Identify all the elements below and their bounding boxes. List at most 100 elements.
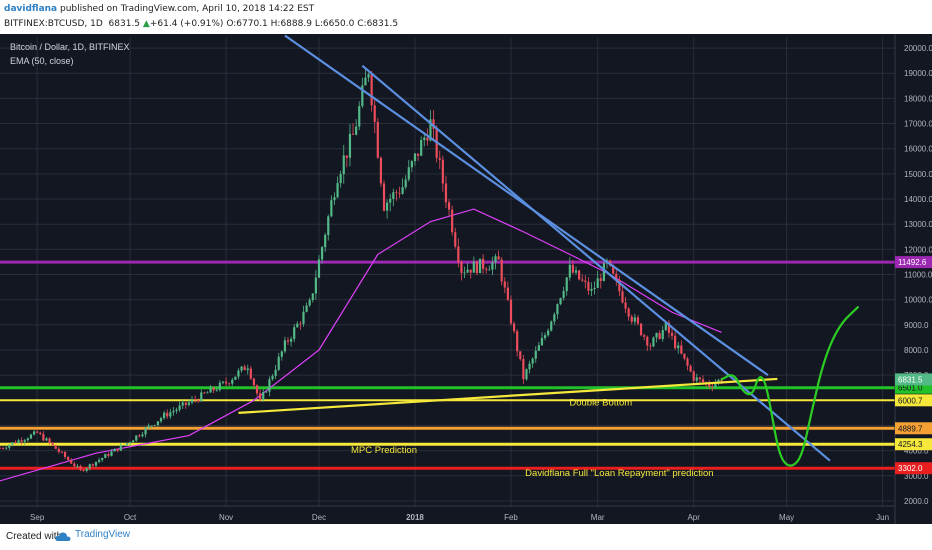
candle-body	[324, 235, 327, 248]
candle-body	[550, 321, 553, 331]
candle-body	[1, 448, 5, 449]
level-label: 6000.7	[898, 396, 923, 405]
candle-body	[14, 442, 17, 444]
candle-body	[451, 209, 454, 233]
forecast-path[interactable]	[720, 306, 859, 467]
cloud-icon	[55, 532, 71, 541]
candle-body	[113, 448, 116, 452]
candle-body	[141, 434, 144, 437]
level-label-bg	[895, 462, 932, 475]
y-tick-label: 8000.0	[904, 346, 929, 355]
candle-body	[215, 389, 218, 391]
candle-body	[612, 265, 615, 274]
candle-body	[714, 383, 717, 388]
candle-body	[20, 440, 23, 442]
candle-body	[367, 74, 370, 78]
chart-area[interactable]: Double Bottom MPC Prediction Davidflana Fu…	[0, 34, 932, 524]
candle-body	[212, 387, 215, 391]
price-chart[interactable]: Double Bottom MPC Prediction Davidflana Fu…	[0, 34, 932, 524]
candle-body	[70, 459, 73, 464]
candle-body	[528, 363, 531, 370]
candle-body	[122, 444, 125, 446]
y-tick-label: 9000.0	[904, 321, 929, 330]
y-tick-label: 15000.0	[904, 170, 932, 179]
candle-body	[166, 412, 169, 417]
candle-body	[683, 353, 686, 359]
candle-body	[454, 232, 457, 247]
y-tick-label: 3000.0	[904, 472, 929, 481]
candle-body	[259, 393, 262, 401]
candle-body	[460, 262, 463, 273]
candle-body	[277, 356, 280, 370]
candle-body	[305, 305, 308, 312]
candle-body	[39, 432, 42, 435]
candle-body	[413, 153, 417, 162]
up-arrow-icon: ▲	[142, 19, 150, 29]
candle-body	[104, 454, 107, 458]
candles	[0, 68, 723, 473]
candle-body	[209, 387, 212, 393]
candle-body	[692, 371, 695, 381]
candle-body	[664, 322, 667, 331]
candle-body	[376, 121, 379, 158]
candle-body	[299, 323, 302, 325]
x-tick-label: Jun	[876, 513, 889, 522]
candle-body	[639, 323, 643, 336]
candle-body	[190, 399, 194, 403]
ohlc-high: H:6888.9	[270, 19, 312, 29]
candle-body	[234, 376, 237, 380]
y-tick-label: 10000.0	[904, 296, 932, 305]
annotation-label: MPC Prediction	[351, 445, 417, 456]
candle-body	[203, 392, 206, 394]
header: davidflana published on TradingView.com,…	[0, 0, 932, 34]
candle-body	[76, 466, 79, 467]
indicator-label: EMA (50, close)	[10, 56, 74, 66]
x-tick-label: Dec	[312, 513, 326, 522]
candle-body	[132, 440, 135, 443]
candle-body	[184, 402, 187, 405]
candle-body	[355, 126, 358, 135]
symbol-name: BITFINEX:BTCUSD, 1D	[4, 19, 103, 29]
ohlc-open: O:6770.1	[226, 19, 268, 29]
candle-body	[110, 451, 113, 456]
candle-body	[243, 366, 246, 371]
publish-info: published on TradingView.com, April 10, …	[60, 4, 315, 14]
y-tick-label: 14000.0	[904, 195, 932, 204]
candle-body	[119, 445, 122, 451]
candle-body	[701, 379, 705, 383]
candle-body	[574, 270, 578, 273]
candle-body	[680, 345, 683, 354]
candle-body	[553, 314, 556, 322]
candle-body	[181, 402, 184, 406]
tradingview-link[interactable]: TradingView	[75, 529, 131, 540]
candle-body	[395, 192, 398, 194]
candle-body	[5, 447, 8, 449]
candle-body	[336, 183, 339, 198]
candle-body	[531, 358, 534, 364]
candle-body	[348, 133, 352, 158]
candle-body	[540, 338, 544, 346]
candle-body	[686, 358, 689, 366]
annotation-label: Davidflana Full "Loan Repayment" predict…	[525, 468, 713, 479]
candle-body	[296, 323, 299, 328]
candle-body	[643, 335, 646, 337]
created-with-text: Created with	[6, 531, 63, 542]
candle-body	[11, 442, 14, 445]
candle-body	[503, 281, 506, 288]
candle-body	[670, 332, 674, 336]
candle-body	[599, 278, 602, 281]
candle-body	[200, 392, 203, 402]
trend-lines[interactable]	[238, 34, 831, 462]
footer: Created with TradingView	[0, 524, 932, 550]
chart-title: Bitcoin / Dollar, 1D, BITFINEX	[10, 42, 130, 52]
candle-body	[602, 263, 605, 281]
candle-body	[197, 399, 200, 402]
candle-body	[128, 442, 132, 444]
last-price-label: 6831.5	[898, 375, 923, 384]
candle-body	[488, 269, 491, 271]
candle-body	[317, 259, 321, 278]
candle-body	[695, 377, 698, 381]
candle-body	[8, 444, 11, 448]
candle-body	[469, 269, 472, 273]
author-link[interactable]: davidflana	[4, 4, 58, 14]
